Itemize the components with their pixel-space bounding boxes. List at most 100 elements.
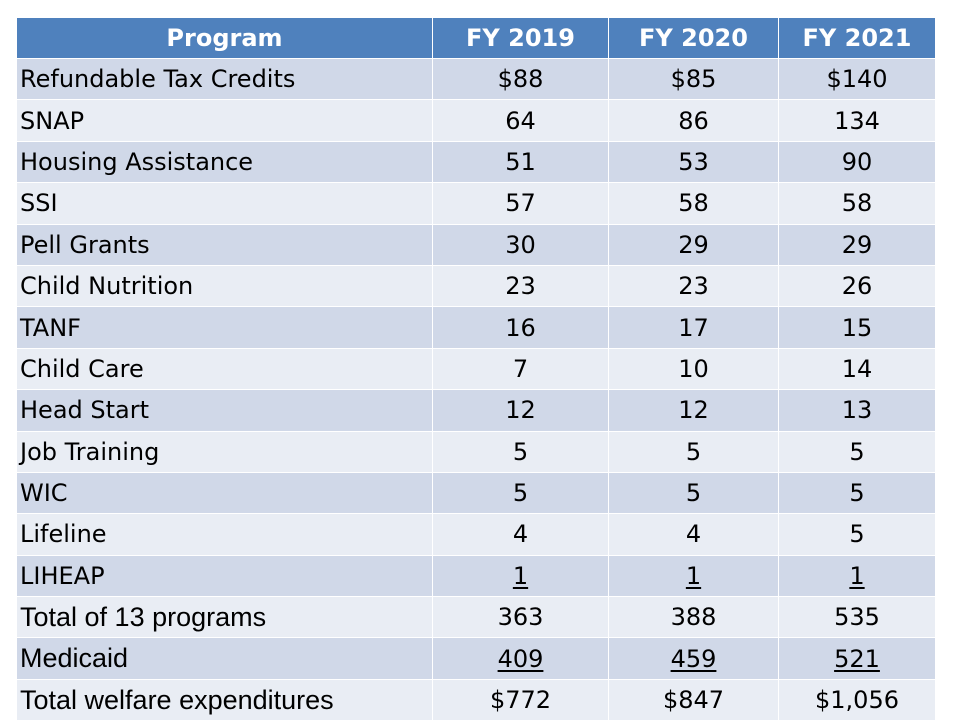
cell-value: 459 — [670, 644, 717, 673]
table-row: SSI 57 58 58 — [16, 182, 936, 225]
cell-value: 388 — [670, 603, 717, 632]
cell-value: 57 — [505, 189, 536, 218]
value-fy2019: 5 — [432, 471, 609, 515]
value-fy2020: 4 — [608, 513, 779, 556]
value-fy2020: $847 — [608, 678, 779, 721]
value-fy2020: 29 — [608, 223, 779, 266]
value-fy2021: 58 — [778, 182, 936, 225]
value-fy2021: 134 — [778, 99, 936, 142]
value-fy2019: 23 — [432, 264, 609, 308]
value-fy2020: 58 — [608, 182, 779, 225]
cell-value: 5 — [685, 479, 702, 508]
table-row: Medicaid 409 459 521 — [16, 637, 936, 680]
value-fy2020: 5 — [608, 471, 779, 515]
header-row: Program FY 2019 FY 2020 FY 2021 — [16, 17, 936, 59]
value-fy2020: 23 — [608, 264, 779, 308]
program-name: Head Start — [16, 389, 433, 432]
table-row: TANF 16 17 15 — [16, 306, 936, 349]
value-fy2020: 388 — [608, 596, 779, 639]
value-fy2021: 521 — [778, 637, 936, 680]
value-fy2021: 15 — [778, 306, 936, 349]
program-name: Pell Grants — [16, 223, 433, 266]
value-fy2021: 13 — [778, 389, 936, 432]
program-name: Job Training — [16, 430, 433, 473]
cell-value: 4 — [685, 520, 702, 549]
cell-value: $85 — [670, 65, 717, 94]
cell-value: 14 — [841, 354, 873, 383]
table-row: Job Training 5 5 5 — [16, 430, 936, 473]
cell-value: $772 — [489, 686, 552, 715]
value-fy2019: 7 — [432, 347, 609, 391]
cell-value: 5 — [685, 437, 702, 466]
cell-value: 5 — [849, 520, 865, 549]
cell-value: 12 — [678, 396, 709, 425]
value-fy2019: 363 — [432, 596, 609, 639]
header-fy2019: FY 2019 — [432, 17, 609, 59]
value-fy2019: 30 — [432, 223, 609, 266]
cell-value: 23 — [678, 272, 709, 301]
cell-value: $88 — [497, 65, 544, 94]
value-fy2020: 5 — [608, 430, 779, 473]
program-name: Medicaid — [16, 637, 433, 680]
program-name: Total welfare expenditures — [16, 678, 433, 721]
cell-value: 26 — [841, 272, 873, 301]
program-name: SNAP — [16, 99, 433, 142]
program-name: Child Nutrition — [16, 264, 433, 308]
value-fy2019: $88 — [432, 57, 609, 101]
table-row: Housing Assistance 51 53 90 — [16, 140, 936, 184]
cell-value: 17 — [678, 313, 709, 342]
program-name: Refundable Tax Credits — [16, 57, 433, 101]
value-fy2021: 5 — [778, 471, 936, 515]
table-row: LIHEAP 1 1 1 — [16, 554, 936, 598]
program-name: Total of 13 programs — [16, 596, 433, 639]
table-row: Refundable Tax Credits $88 $85 $140 — [16, 57, 936, 101]
header-program: Program — [16, 17, 433, 59]
cell-value: 134 — [834, 106, 880, 135]
cell-value: 13 — [841, 396, 873, 425]
cell-value: 5 — [849, 479, 865, 508]
value-fy2019: 5 — [432, 430, 609, 473]
value-fy2020: 17 — [608, 306, 779, 349]
table-row: Total of 13 programs 363 388 535 — [16, 596, 936, 639]
table-row: Total welfare expenditures $772 $847 $1,056 — [16, 678, 936, 721]
header-fy2020: FY 2020 — [608, 17, 779, 59]
cell-value: 1 — [685, 561, 702, 590]
cell-value: 4 — [512, 520, 529, 549]
cell-value: 30 — [505, 230, 536, 259]
cell-value: 521 — [834, 644, 880, 673]
cell-value: 409 — [497, 644, 544, 673]
value-fy2020: 86 — [608, 99, 779, 142]
cell-value: 29 — [841, 230, 873, 259]
table-row: Lifeline 4 4 5 — [16, 513, 936, 556]
value-fy2020: 459 — [608, 637, 779, 680]
value-fy2019: 1 — [432, 554, 609, 598]
program-name: Lifeline — [16, 513, 433, 556]
value-fy2020: $85 — [608, 57, 779, 101]
cell-value: 90 — [841, 147, 873, 176]
cell-value: 86 — [678, 106, 709, 135]
cell-value: 23 — [505, 272, 536, 301]
program-name: TANF — [16, 306, 433, 349]
cell-value: 29 — [678, 230, 709, 259]
header-fy2021: FY 2021 — [778, 17, 936, 59]
cell-value: 58 — [841, 189, 873, 218]
value-fy2021: $1,056 — [778, 678, 936, 721]
table-row: Pell Grants 30 29 29 — [16, 223, 936, 266]
table-row: Child Care 7 10 14 — [16, 347, 936, 391]
value-fy2019: 16 — [432, 306, 609, 349]
cell-value: 7 — [512, 354, 529, 383]
cell-value: 53 — [678, 147, 709, 176]
cell-value: 58 — [678, 189, 709, 218]
value-fy2021: 14 — [778, 347, 936, 391]
value-fy2019: 57 — [432, 182, 609, 225]
cell-value: $847 — [662, 686, 725, 715]
value-fy2021: 1 — [778, 554, 936, 598]
welfare-programs-table: Program FY 2019 FY 2020 FY 2021 Refundab… — [16, 17, 936, 721]
value-fy2019: 12 — [432, 389, 609, 432]
cell-value: 12 — [505, 396, 536, 425]
table-row: WIC 5 5 5 — [16, 471, 936, 515]
value-fy2020: 10 — [608, 347, 779, 391]
cell-value: 64 — [505, 106, 536, 135]
value-fy2019: 64 — [432, 99, 609, 142]
cell-value: $1,056 — [815, 686, 899, 715]
